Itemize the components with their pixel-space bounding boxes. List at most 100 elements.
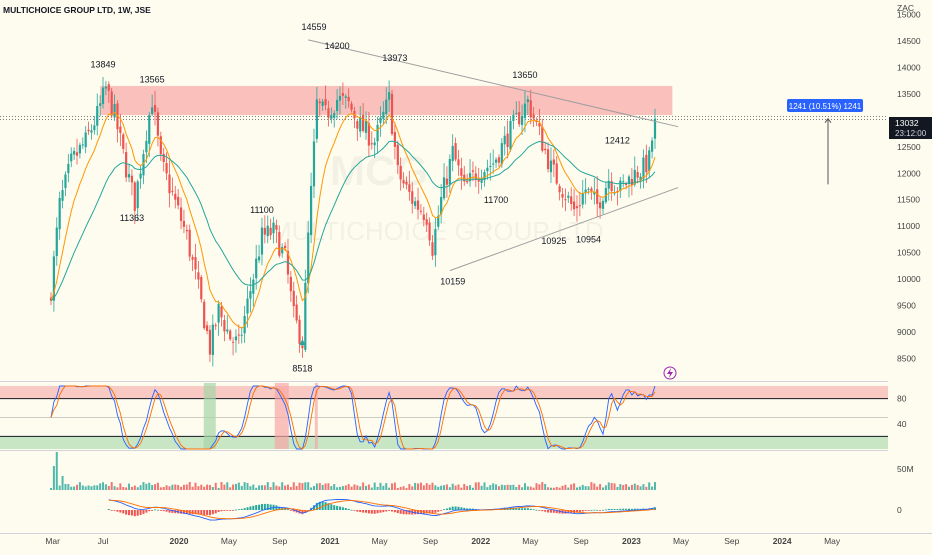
volume-bar xyxy=(104,484,107,490)
candle-body xyxy=(168,174,171,194)
macd-histogram-bar xyxy=(168,510,171,513)
volume-bar xyxy=(194,482,197,490)
macd-histogram-bar xyxy=(286,509,289,511)
candle-body xyxy=(255,258,258,279)
time-axis[interactable]: Mar Jul 2020 May Sep 2021 May Sep 2022 May Sep 2023… xyxy=(45,536,841,546)
macd-histogram-bar xyxy=(365,510,368,513)
candle-body xyxy=(116,103,119,130)
macd-histogram-bar xyxy=(379,510,382,513)
candle-body xyxy=(318,101,321,104)
macd-histogram-bar xyxy=(391,510,394,512)
candle-body xyxy=(523,103,527,118)
volume-bar xyxy=(489,485,492,490)
x-tick-label: 2024 xyxy=(773,536,792,546)
price-scale[interactable] xyxy=(888,0,932,550)
candle-body xyxy=(188,229,191,257)
last-price-badge: 13032 23:12:00 xyxy=(889,117,932,139)
volume-bar xyxy=(341,486,344,490)
macd-histogram-bar xyxy=(376,510,379,514)
volume-bar xyxy=(73,486,76,490)
volume-bar xyxy=(229,487,232,490)
volume-bar xyxy=(385,483,388,490)
y-tick-label: 11000 xyxy=(897,221,920,231)
volume-bar xyxy=(633,483,636,490)
macd-histogram-bar xyxy=(382,510,385,513)
macd-histogram-bar xyxy=(333,505,336,510)
candle-body xyxy=(596,189,599,204)
volume-bar xyxy=(388,487,391,490)
oversold-zone xyxy=(0,436,888,449)
y-tick-label: 9000 xyxy=(897,327,916,337)
volume-bar xyxy=(570,484,573,490)
volume-bar xyxy=(590,482,593,490)
volume-bar xyxy=(500,484,503,490)
candle-body xyxy=(483,172,486,181)
lightning-icon[interactable] xyxy=(663,366,677,380)
macd-histogram-bar xyxy=(463,507,466,510)
candle-body xyxy=(148,115,151,144)
candle-body xyxy=(78,144,81,154)
volume-bar xyxy=(310,487,313,490)
volume-bar xyxy=(601,487,604,490)
volume-bar xyxy=(448,487,451,490)
candle-body xyxy=(428,222,431,241)
volume-bar xyxy=(151,485,154,490)
macd-histogram-bar xyxy=(243,508,246,510)
candle-body xyxy=(240,334,243,336)
volume-bar xyxy=(440,485,443,490)
candle-body xyxy=(96,106,99,126)
volume-bar xyxy=(148,482,151,490)
volume-bar xyxy=(431,482,434,490)
volume-bar xyxy=(171,484,174,490)
volume-bar xyxy=(373,482,376,490)
x-tick-label: Sep xyxy=(272,536,287,546)
macd-histogram-bar xyxy=(246,507,249,510)
volume-bar xyxy=(532,487,535,490)
price-label: 10159 xyxy=(440,277,465,287)
candle-body xyxy=(229,330,232,340)
macd-histogram-bar xyxy=(330,504,333,510)
macd-histogram-bar xyxy=(596,509,599,511)
macd-histogram-bar xyxy=(581,510,584,512)
candle-body xyxy=(139,173,142,179)
measure-label[interactable]: 1241 (10.51%) 1241 xyxy=(787,99,863,112)
candle-body xyxy=(208,329,212,355)
macd-histogram-bar xyxy=(148,510,151,512)
macd-histogram-bar xyxy=(370,510,373,514)
candle-body xyxy=(295,304,298,321)
candle-body xyxy=(301,345,304,349)
x-tick-label: 2021 xyxy=(321,536,340,546)
volume-bar xyxy=(87,485,90,490)
macd-histogram-bar xyxy=(445,508,448,510)
volume-bar xyxy=(575,487,578,490)
candle-body xyxy=(194,257,197,270)
macd-histogram-bar xyxy=(156,509,159,511)
volume-bar xyxy=(110,482,113,490)
macd-histogram-bar xyxy=(431,510,434,514)
candle-body xyxy=(653,118,657,139)
candle-body xyxy=(616,190,619,192)
macd-histogram-bar xyxy=(630,508,633,510)
volume-bar xyxy=(411,486,414,490)
candle-body xyxy=(460,168,463,176)
candle-body xyxy=(171,190,174,192)
candle-body xyxy=(307,232,310,284)
volume-bar xyxy=(182,484,185,490)
candle-body xyxy=(107,84,110,91)
volume-bar xyxy=(639,486,642,490)
volume-bar xyxy=(133,485,136,490)
ema-slow-line xyxy=(50,140,656,302)
candle-body xyxy=(341,93,344,96)
volume-bar xyxy=(391,483,394,490)
candle-body xyxy=(104,86,108,89)
candle-body xyxy=(260,227,264,255)
candle-body xyxy=(416,200,420,210)
candle-body xyxy=(422,214,425,221)
candle-body xyxy=(590,188,593,192)
candle-body xyxy=(526,99,529,103)
x-tick-label: May xyxy=(824,536,841,546)
candle-body xyxy=(518,112,521,125)
candle-body xyxy=(205,325,209,332)
